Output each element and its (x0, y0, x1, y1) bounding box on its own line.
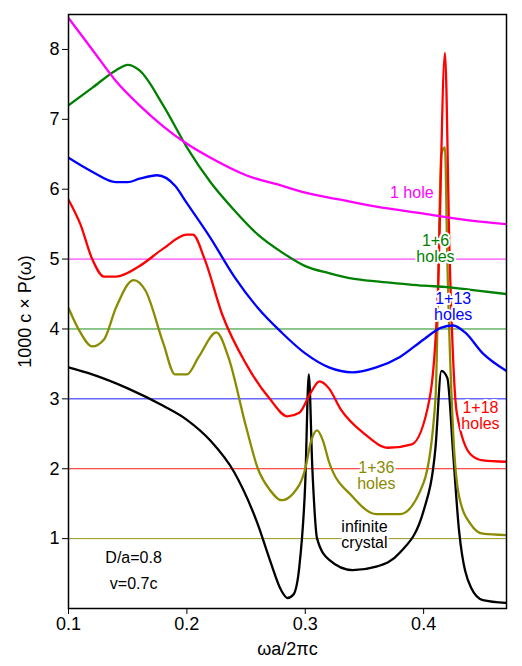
svg-text:D/a=0.8: D/a=0.8 (105, 549, 162, 566)
svg-text:8: 8 (49, 39, 59, 59)
svg-text:4: 4 (49, 319, 59, 339)
svg-text:0.1: 0.1 (56, 614, 81, 634)
svg-text:0.3: 0.3 (293, 614, 318, 634)
svg-text:1+13holes: 1+13holes (434, 290, 472, 323)
svg-text:5: 5 (49, 249, 59, 269)
svg-text:3: 3 (49, 389, 59, 409)
svg-text:2: 2 (49, 458, 59, 478)
svg-text:1+36holes: 1+36holes (357, 459, 395, 492)
svg-text:v=0.7c: v=0.7c (110, 575, 158, 592)
svg-text:1000 c × P(ω): 1000 c × P(ω) (15, 255, 35, 368)
svg-text:infinitecrystal: infinitecrystal (341, 518, 387, 551)
svg-text:ωa/2πc: ωa/2πc (257, 639, 318, 659)
svg-text:1+6holes: 1+6holes (416, 232, 454, 265)
svg-text:0.2: 0.2 (174, 614, 199, 634)
svg-text:0.4: 0.4 (411, 614, 436, 634)
svg-text:1+18holes: 1+18holes (461, 399, 499, 432)
svg-text:6: 6 (49, 179, 59, 199)
svg-text:1 hole: 1 hole (390, 184, 434, 201)
svg-text:1: 1 (49, 528, 59, 548)
svg-text:7: 7 (49, 109, 59, 129)
